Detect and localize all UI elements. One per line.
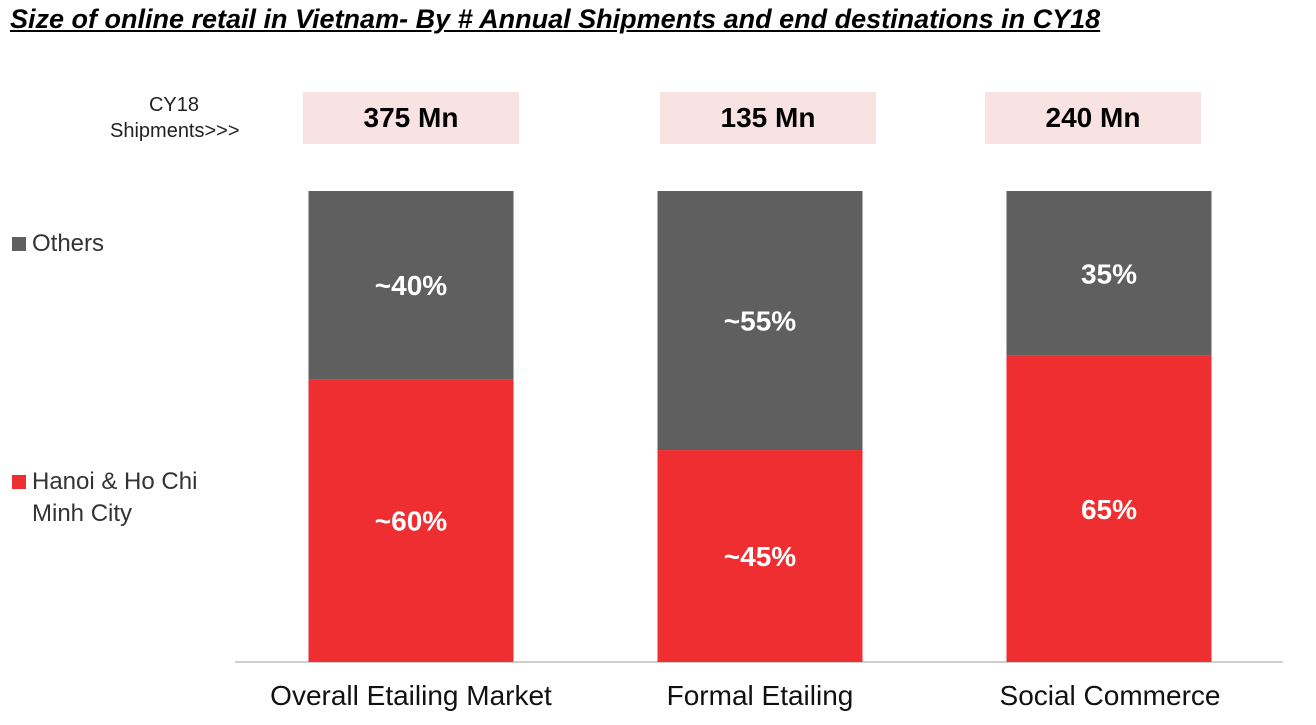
legend-item-others: Others <box>12 228 232 260</box>
shipments-label-line1: CY18 <box>148 94 200 116</box>
data-label-formal-hanoi-hcmc: ~45% <box>724 541 796 572</box>
bar-segment-formal-hanoi-hcmc <box>657 450 863 662</box>
bar-segment-social-others <box>1006 191 1212 356</box>
legend-label-others: Others <box>32 230 105 257</box>
bar-segment-social-hanoi-hcmc <box>1006 355 1212 662</box>
data-label-overall-others: ~40% <box>375 270 447 301</box>
category-label-social: Social Commerce <box>999 680 1221 711</box>
category-label-formal: Formal Etailing <box>666 680 854 711</box>
legend-swatch-hanoi-hcmc <box>12 475 26 489</box>
bar-segment-overall-others <box>308 191 514 380</box>
data-label-social-hanoi-hcmc: 65% <box>1081 494 1137 525</box>
bar-segment-formal-others <box>657 191 863 451</box>
bar-segment-overall-hanoi-hcmc <box>308 379 514 662</box>
legend-swatch-others <box>12 237 26 251</box>
chart-title: Size of online retail in Vietnam- By # A… <box>10 4 1101 34</box>
shipments-label-line2: Shipments>>> <box>110 120 240 142</box>
shipments-label: CY18 Shipments>>> <box>110 92 240 144</box>
data-label-overall-hanoi-hcmc: ~60% <box>375 506 447 537</box>
legend-label-hanoi-hcmc: Hanoi & Ho Chi Minh City <box>32 468 198 527</box>
data-label-social-others: 35% <box>1081 258 1137 289</box>
shipment-box-social: 240 Mn <box>985 92 1201 144</box>
legend-item-hanoi-hcmc: Hanoi & Ho Chi Minh City <box>12 466 232 530</box>
shipment-box-formal: 135 Mn <box>660 92 876 144</box>
category-label-overall: Overall Etailing Market <box>270 680 552 711</box>
data-label-formal-others: ~55% <box>724 306 796 337</box>
shipment-box-overall: 375 Mn <box>303 92 519 144</box>
